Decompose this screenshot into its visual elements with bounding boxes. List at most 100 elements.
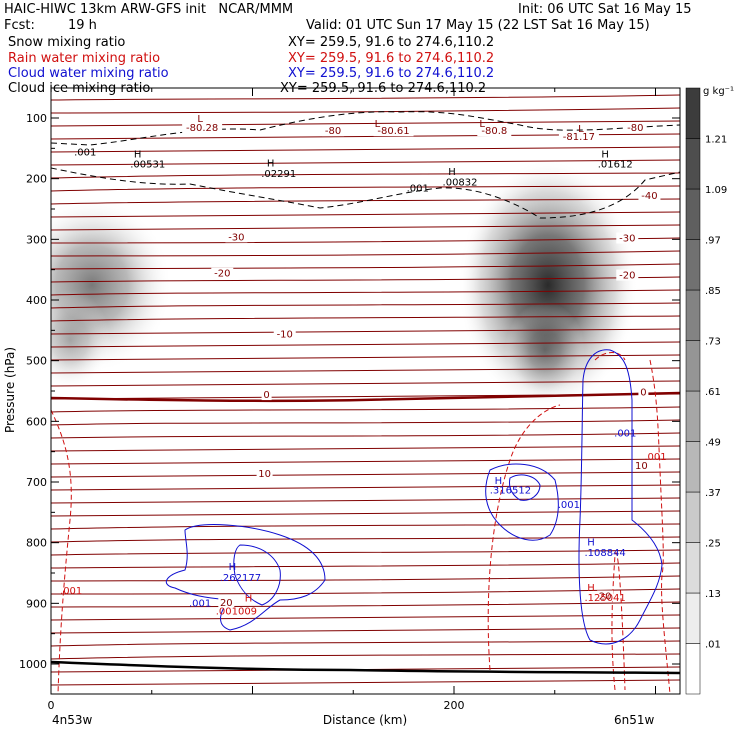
temperature-label-bg — [616, 232, 639, 244]
isotherm-line — [51, 302, 680, 309]
isotherm-line — [51, 237, 680, 244]
x-axis-label: Distance (km) — [323, 713, 407, 727]
temperature-label-bg — [273, 328, 296, 340]
colorbar-bin — [685, 138, 701, 190]
isotherm-line — [51, 484, 680, 491]
temperature-label-bg — [597, 590, 614, 602]
extrema-label: L — [375, 119, 381, 130]
colorbar-label: .97 — [705, 236, 721, 247]
temperature-label-bg — [261, 389, 272, 401]
rain-contour-right-outer — [487, 404, 561, 671]
extrema-label: H — [601, 149, 609, 160]
isotherm-line — [51, 614, 680, 621]
temperature-label: -81.17 — [563, 132, 595, 143]
temperature-label-bg — [558, 131, 599, 143]
temperature-label-bg — [477, 125, 512, 137]
distance-axis: 0 200 — [48, 88, 656, 712]
temperature-label: 0 — [263, 390, 269, 401]
isotherm-line — [51, 263, 680, 270]
isotherm-line — [51, 120, 680, 127]
temperature-label: -80 — [627, 123, 643, 134]
extrema-label: .02291 — [261, 169, 296, 180]
extrema-label: .001 — [74, 148, 96, 159]
isotherm-line — [51, 471, 680, 478]
extrema-label: .01612 — [598, 160, 633, 171]
extrema-label: .001 — [644, 452, 666, 463]
right-endpoint-label: 6n51w — [614, 713, 655, 727]
colorbar-bin — [685, 239, 701, 291]
isotherm-line — [51, 198, 680, 205]
colorbar-label: 1.21 — [705, 135, 727, 146]
forecast-label: Fcst: — [4, 18, 35, 33]
extrema-label: .125041 — [584, 593, 625, 604]
rain-contours — [50, 352, 671, 695]
rain-contour-right-inner — [611, 552, 626, 691]
temperature-label: -20 — [619, 271, 635, 282]
colorbar-bin — [685, 340, 701, 392]
y-tick-label: 500 — [26, 355, 47, 368]
y-tick-label: 400 — [26, 294, 47, 307]
temperature-label-bg — [182, 122, 223, 134]
temperature-label: 20 — [220, 598, 233, 609]
extrema-label: L — [197, 114, 203, 125]
extrema-label: .00832 — [443, 177, 478, 188]
colorbar-bin — [685, 592, 701, 644]
temperature-label-bg — [638, 386, 649, 398]
field-rain-name: Rain water mixing ratio — [8, 51, 161, 66]
temperature-label-bg — [638, 190, 661, 202]
rain-contour-right-thin — [594, 352, 626, 361]
extrema-label: H — [245, 594, 253, 605]
temperature-label-bg — [322, 125, 345, 137]
isotherm-line — [51, 341, 680, 348]
isotherm-line — [51, 289, 680, 296]
colorbar-label: .37 — [705, 488, 721, 499]
temperature-label-bg — [218, 597, 235, 609]
extrema-label: .001 — [558, 500, 580, 511]
isotherm-line — [51, 458, 680, 465]
extrema-label: H — [229, 562, 237, 573]
contour-labels: -80.28 -80 -80.61 -80.8 -81.17 -80 -40 -30 -30 -2… — [60, 114, 667, 617]
extrema-label: H — [448, 167, 456, 178]
isotherm-line — [51, 367, 680, 374]
snow-blob-right-lower — [505, 302, 585, 398]
field-rain-xy: XY= 259.5, 91.6 to 274.6,110.2 — [288, 51, 495, 66]
colorbar-label: .61 — [705, 387, 721, 398]
isotherm-line — [51, 211, 680, 218]
temperature-label: 10 — [258, 469, 271, 480]
surface-ground-line — [50, 660, 681, 675]
isotherm-line — [51, 419, 680, 426]
isotherm-line — [51, 575, 680, 582]
extrema-label: .00531 — [130, 160, 165, 171]
isotherm-line — [51, 653, 680, 660]
isotherm-line — [51, 445, 680, 452]
temperature-label-bg — [616, 269, 639, 281]
colorbar-bin — [685, 491, 701, 543]
colorbar-bin — [685, 441, 701, 493]
colorbar-label: .13 — [705, 589, 721, 600]
field-cloudwater-xy: XY= 259.5, 91.6 to 274.6,110.2 — [288, 66, 495, 81]
isotherm-line — [51, 523, 680, 530]
isotherm-line — [51, 536, 680, 543]
extrema-label: .001 — [60, 586, 82, 597]
temperature-label-bg — [225, 231, 248, 243]
y-tick-label: 1000 — [19, 658, 47, 671]
isotherm-line — [51, 185, 680, 192]
isotherm-line — [51, 497, 680, 504]
extrema-label: .001 — [189, 598, 211, 609]
isotherm-line — [51, 107, 680, 114]
colorbar-label: .25 — [705, 539, 721, 550]
isotherm-line — [51, 640, 680, 647]
cloud-ice-lower-outline — [51, 167, 680, 219]
rain-contour-left — [50, 409, 72, 695]
temperature-label-bg — [256, 467, 273, 479]
colorbar-label: .01 — [705, 640, 721, 651]
field-snow-name: Snow mixing ratio — [8, 35, 126, 50]
extrema-label: H — [134, 149, 142, 160]
extrema-label: .108844 — [584, 548, 625, 559]
colorbar-bin — [685, 188, 701, 240]
y-tick-label: 300 — [26, 233, 47, 246]
y-tick-label: 100 — [26, 112, 47, 125]
thick-zero-isotherm — [50, 391, 681, 403]
left-endpoint-label: 4n53w — [52, 713, 93, 727]
